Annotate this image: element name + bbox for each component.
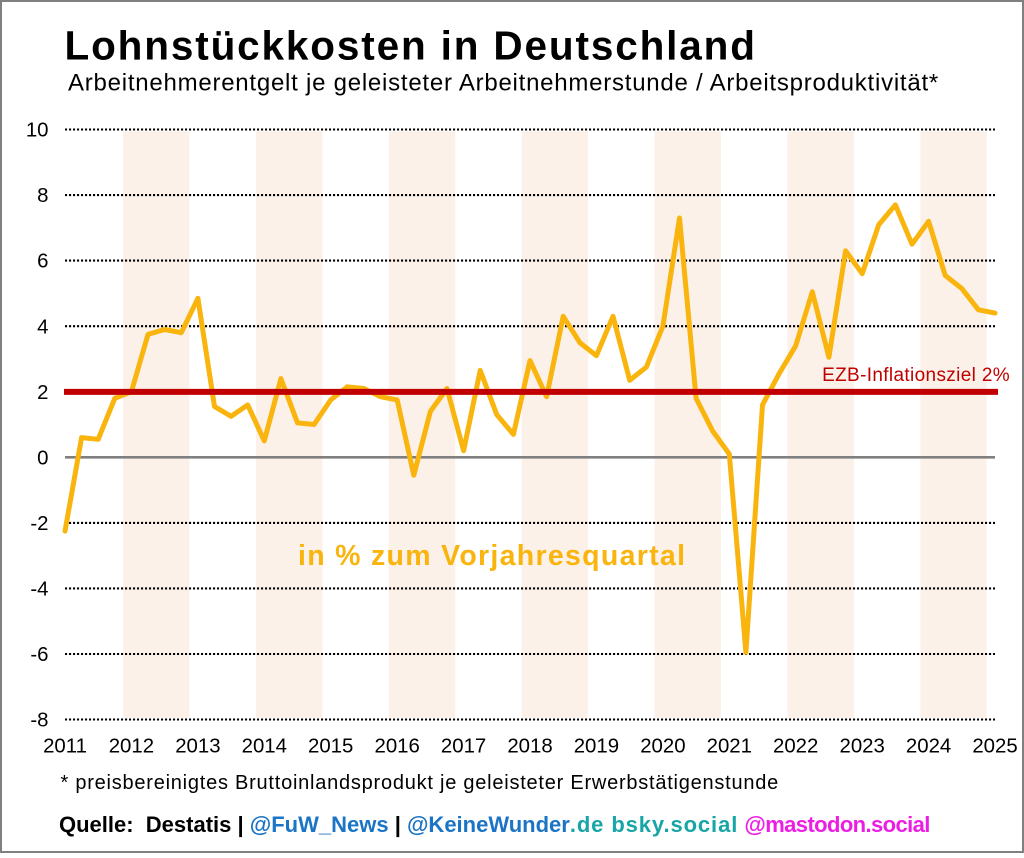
svg-text:2015: 2015 xyxy=(308,736,353,758)
svg-text:EZB-Inflationsziel 2%: EZB-Inflationsziel 2% xyxy=(822,365,1010,386)
svg-text:8: 8 xyxy=(37,185,48,207)
svg-text:2024: 2024 xyxy=(906,736,951,758)
svg-text:2017: 2017 xyxy=(441,736,486,758)
svg-text:10: 10 xyxy=(26,120,49,142)
svg-text:-8: -8 xyxy=(30,710,48,732)
svg-text:2012: 2012 xyxy=(109,736,154,758)
svg-text:2014: 2014 xyxy=(242,736,287,758)
svg-text:2020: 2020 xyxy=(640,736,685,758)
svg-text:2019: 2019 xyxy=(574,736,619,758)
svg-text:in % zum Vorjahresquartal: in % zum Vorjahresquartal xyxy=(298,540,686,572)
svg-text:2011: 2011 xyxy=(43,736,87,758)
svg-text:-4: -4 xyxy=(30,579,48,601)
svg-text:Arbeitnehmerentgelt je geleist: Arbeitnehmerentgelt je geleisteter Arbei… xyxy=(68,69,939,96)
svg-text:2018: 2018 xyxy=(507,736,552,758)
svg-text:2021: 2021 xyxy=(707,736,752,758)
svg-text:-2: -2 xyxy=(30,513,48,535)
svg-text:0: 0 xyxy=(37,447,48,469)
svg-text:4: 4 xyxy=(37,316,48,338)
svg-text:* preisbereinigtes Bruttoinlan: * preisbereinigtes Bruttoinlandsprodukt … xyxy=(61,772,780,794)
svg-text:-6: -6 xyxy=(30,644,48,666)
svg-text:2025: 2025 xyxy=(972,736,1017,758)
svg-text:Lohnstückkosten in Deutschland: Lohnstückkosten in Deutschland xyxy=(65,23,757,69)
svg-text:2: 2 xyxy=(37,382,48,404)
svg-text:2016: 2016 xyxy=(375,736,420,758)
svg-text:2023: 2023 xyxy=(840,736,885,758)
svg-text:6: 6 xyxy=(37,251,48,273)
svg-text:2022: 2022 xyxy=(773,736,818,758)
svg-text:Quelle: Destatis | @FuW_News: Quelle: Destatis | @FuW_News | @KeineWun… xyxy=(59,812,930,837)
svg-text:2013: 2013 xyxy=(175,736,220,758)
